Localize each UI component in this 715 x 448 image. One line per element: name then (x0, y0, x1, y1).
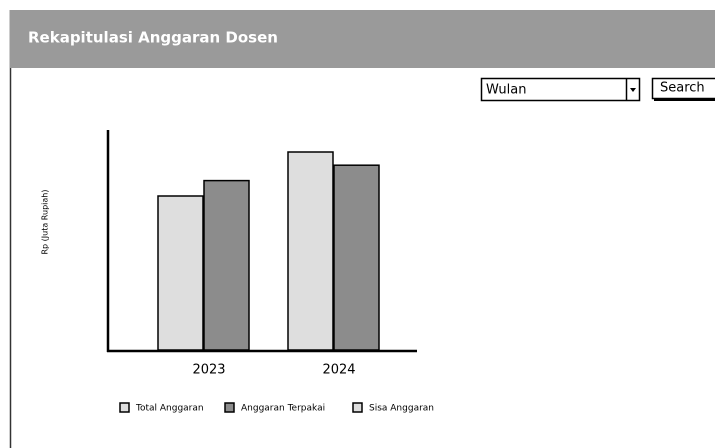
button-label[interactable]: Search (660, 81, 705, 96)
bar (157, 195, 204, 351)
dropdown-box[interactable] (480, 77, 641, 102)
bar (203, 179, 250, 351)
dropdown[interactable]: Wulan (480, 77, 641, 102)
bar (333, 164, 380, 351)
header-title: Rekapitulasi Anggaran Dosen (28, 29, 278, 47)
x-tick-label: 2023 (192, 363, 225, 378)
bar (287, 151, 334, 351)
header-bar (10, 10, 715, 68)
legend-label: Anggaran Terpakai (241, 404, 325, 414)
button-box[interactable] (651, 77, 715, 100)
legend-label: Sisa Anggaran (369, 404, 434, 414)
search-button[interactable]: Search (651, 77, 715, 101)
dropdown-value[interactable]: Wulan (486, 83, 526, 98)
legend-label: Total Anggaran (135, 404, 204, 414)
dropdown-arrow (630, 88, 636, 92)
legend-swatch (352, 402, 363, 413)
x-tick-label: 2024 (322, 363, 355, 378)
legend-swatch (224, 402, 235, 413)
legend-swatch (119, 402, 130, 413)
y-axis-label: Rp (Juta Rupiah) (41, 190, 50, 255)
